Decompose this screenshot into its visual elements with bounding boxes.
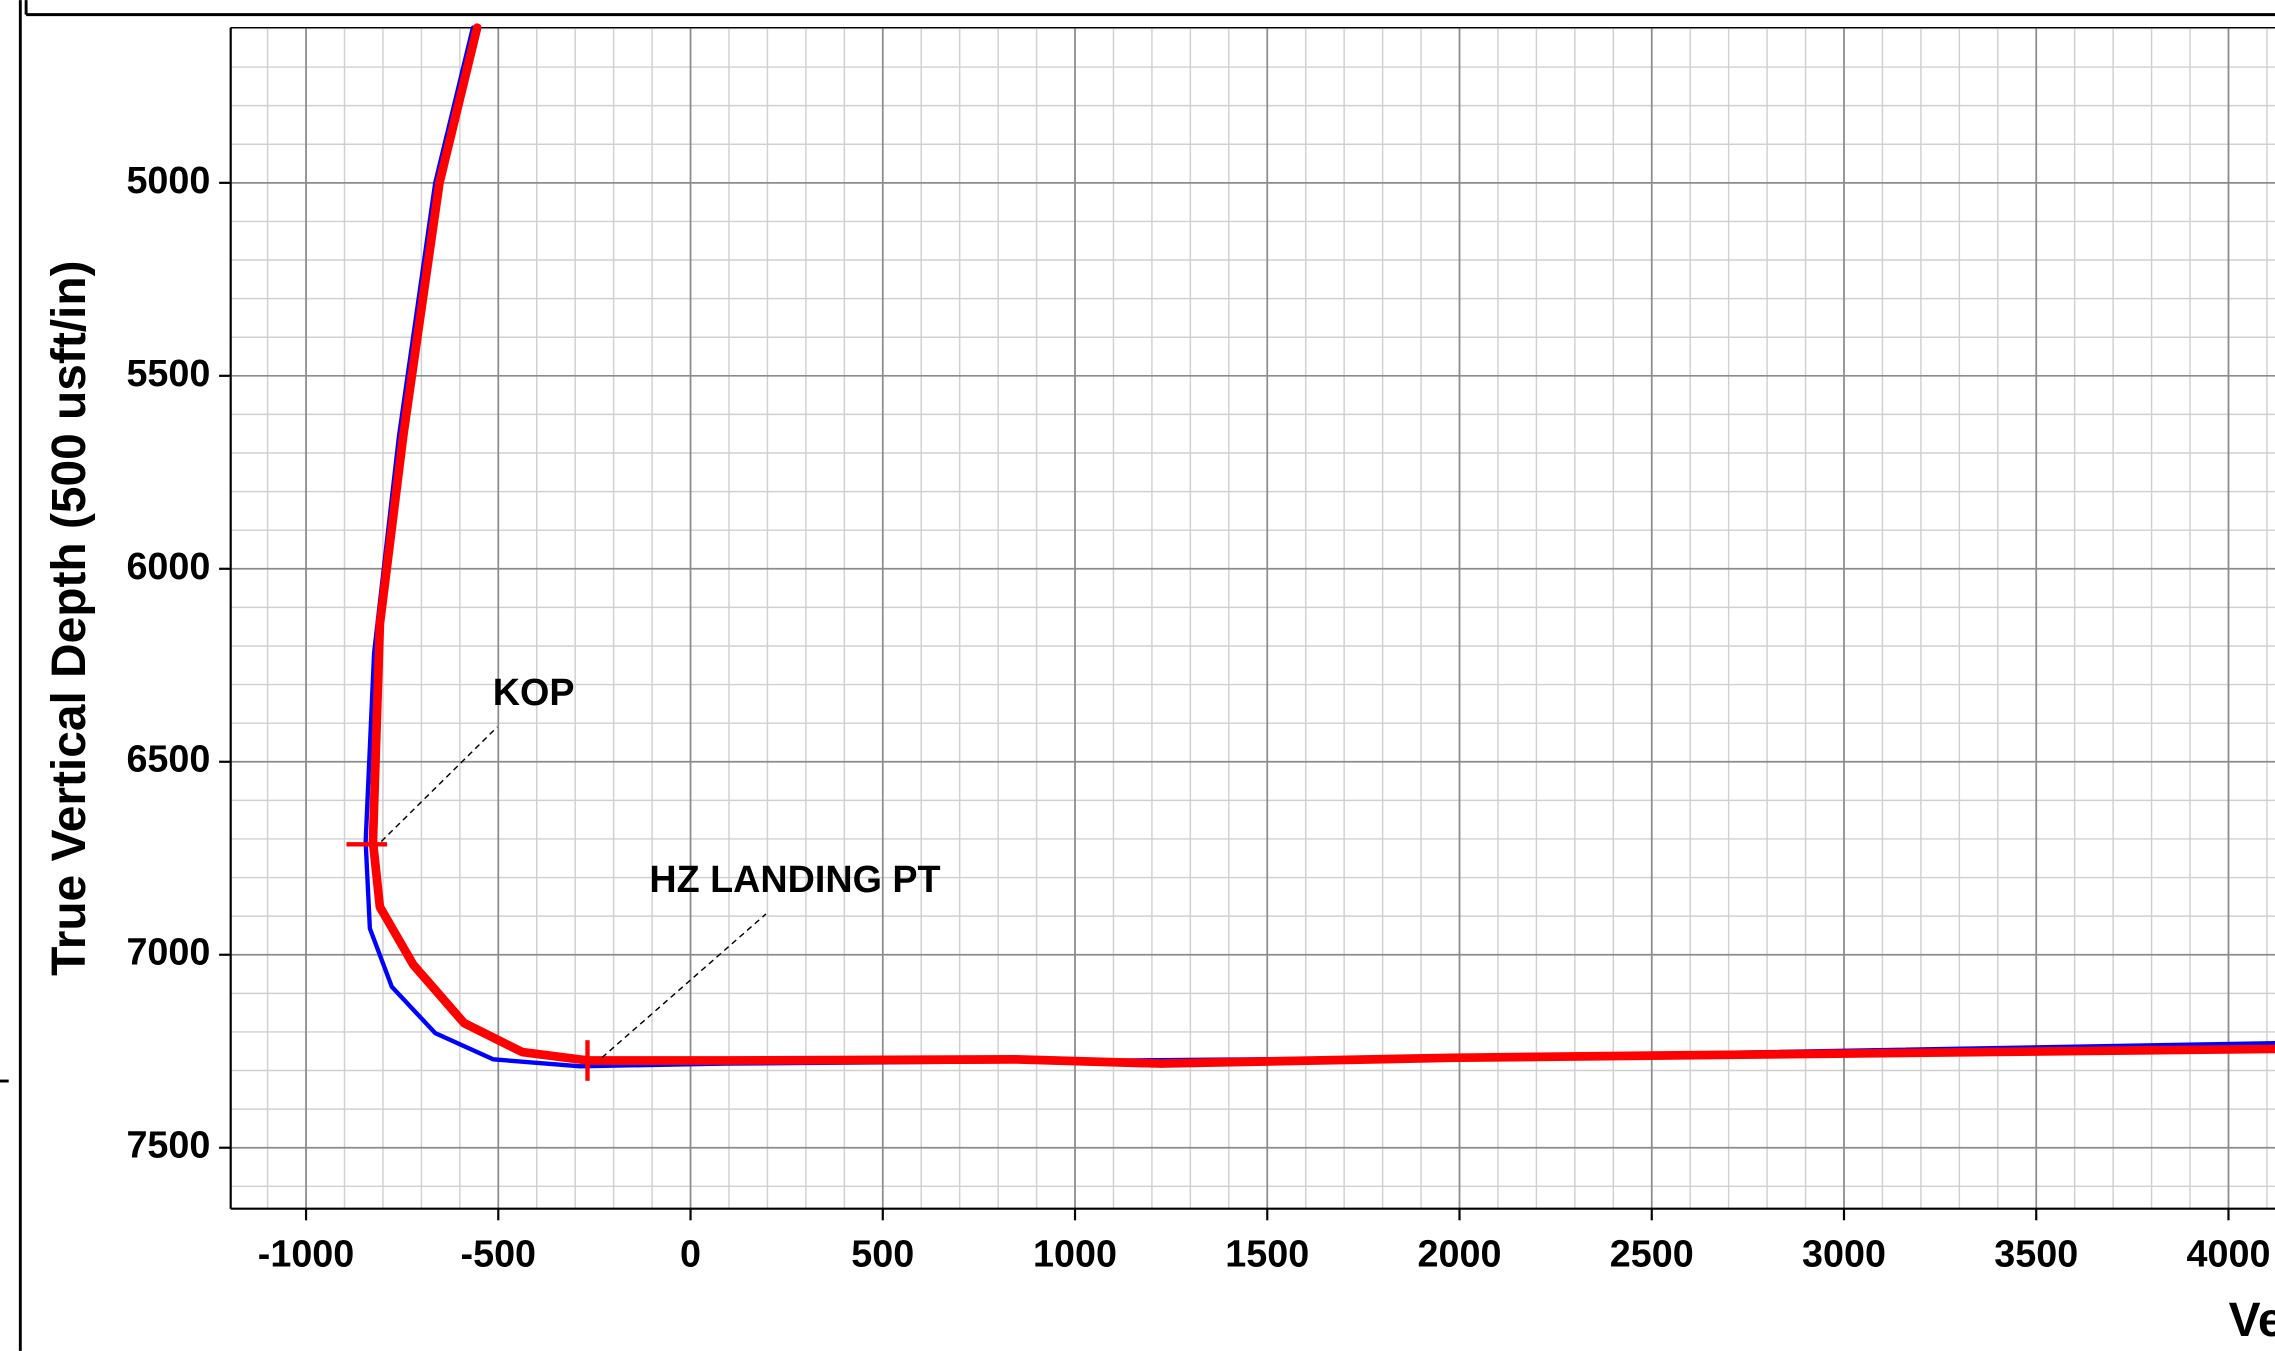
y-tick-label: 6000 bbox=[126, 545, 210, 587]
annotation-label: KOP bbox=[493, 671, 575, 713]
x-tick-label: 2500 bbox=[1610, 1233, 1694, 1275]
grid: -1000 -500 0 500 1000 1500 2000 2500 3000 3500 400… bbox=[126, 26, 2275, 1275]
y-axis-label: True Vertical Depth (500 usft/in) bbox=[43, 260, 96, 975]
x-tick-label: 4000 bbox=[2187, 1233, 2271, 1275]
leader-line bbox=[380, 726, 498, 842]
x-tick-label: 3500 bbox=[1994, 1233, 2078, 1275]
x-tick-label: -1000 bbox=[258, 1233, 354, 1275]
y-tick-label: 5000 bbox=[126, 159, 210, 201]
annotation-label: HZ LANDING PT bbox=[649, 858, 940, 900]
y-tick-label: 6500 bbox=[126, 738, 210, 780]
x-tick-label: 1000 bbox=[1033, 1233, 1117, 1275]
x-tick-label: 0 bbox=[680, 1233, 701, 1275]
x-tick-label: 1500 bbox=[1225, 1233, 1309, 1275]
x-tick-label: 3000 bbox=[1802, 1233, 1886, 1275]
y-tick-label: 5500 bbox=[126, 352, 210, 394]
x-tick-label: 2000 bbox=[1418, 1233, 1502, 1275]
y-tick-label: 7500 bbox=[126, 1124, 210, 1166]
leader-line bbox=[601, 913, 767, 1059]
marks: KOP HZ LANDING PT bbox=[346, 23, 2275, 1081]
series-line bbox=[368, 23, 2275, 1068]
x-tick-label: -500 bbox=[461, 1233, 537, 1275]
x-tick-label: 500 bbox=[851, 1233, 914, 1275]
x-axis-label: Ve bbox=[2229, 1294, 2275, 1347]
y-tick-label: 7000 bbox=[126, 931, 210, 973]
